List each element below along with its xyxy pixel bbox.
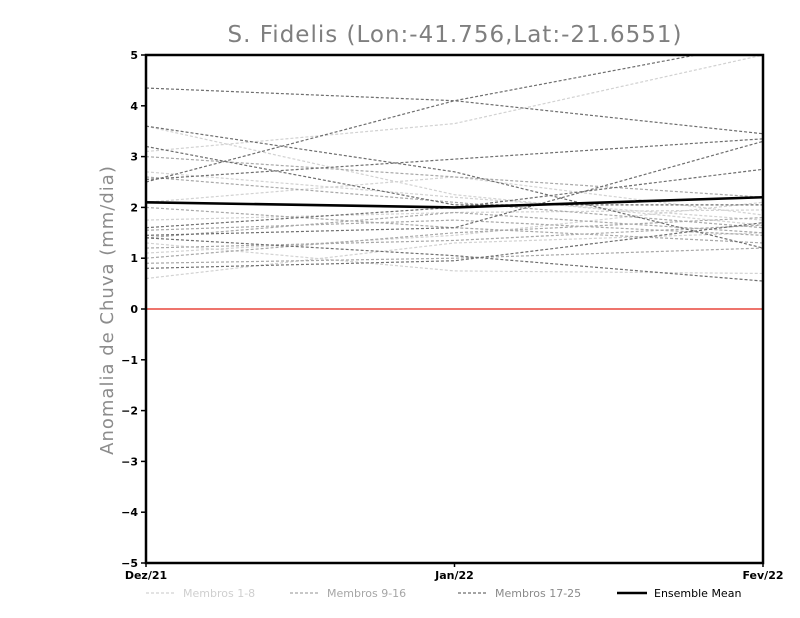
member-line-group-2-4 bbox=[146, 247, 763, 264]
member-line-group-2-7 bbox=[146, 206, 763, 244]
member-line-group-2-6 bbox=[146, 219, 763, 236]
y-tick-label: 4 bbox=[130, 100, 138, 113]
y-tick-label: 1 bbox=[130, 252, 138, 265]
member-line-group-3-5 bbox=[146, 168, 763, 229]
member-line-group-2-3 bbox=[146, 211, 763, 239]
member-line-group-3-1 bbox=[146, 87, 763, 135]
member-line-group-1-4 bbox=[146, 232, 763, 280]
member-line-group-2-2 bbox=[146, 176, 763, 229]
y-tick-label: −2 bbox=[121, 405, 138, 418]
member-line-group-3-2 bbox=[146, 55, 700, 183]
legend-label-members-9-16: Membros 9-16 bbox=[327, 587, 406, 600]
y-tick-label: 0 bbox=[130, 303, 138, 316]
member-line-group-2-1 bbox=[146, 216, 763, 259]
x-tick-label: Dez/21 bbox=[125, 569, 167, 582]
y-tick-label: −3 bbox=[121, 455, 138, 468]
member-line-group-3-3 bbox=[146, 138, 763, 181]
member-line-group-3-9 bbox=[146, 145, 763, 206]
member-line-group-2-8 bbox=[146, 224, 763, 249]
y-tick-label: −5 bbox=[121, 557, 138, 570]
member-line-group-1-7 bbox=[146, 209, 763, 221]
x-tick-label: Jan/22 bbox=[434, 569, 474, 582]
member-line-group-3-7 bbox=[146, 222, 763, 269]
member-line-group-3-6 bbox=[146, 140, 763, 236]
member-line-group-2-5 bbox=[146, 156, 763, 198]
y-tick-label: −4 bbox=[121, 506, 138, 519]
chart-title: S. Fidelis (Lon:-41.756,Lat:-21.6551) bbox=[228, 22, 683, 48]
member-line-group-3-8 bbox=[146, 237, 763, 282]
series-layer bbox=[146, 55, 763, 282]
member-line-group-1-8 bbox=[146, 125, 763, 226]
member-line-group-1-1 bbox=[146, 55, 763, 153]
legend-label-members-1-8: Membros 1-8 bbox=[183, 587, 255, 600]
legend-label-ensemble-mean: Ensemble Mean bbox=[654, 587, 741, 600]
y-tick-label: 2 bbox=[130, 201, 138, 214]
member-line-group-3-4 bbox=[146, 125, 763, 249]
y-axis: −5 −4 −3 −2 −1 0 1 2 3 4 5 bbox=[121, 49, 146, 570]
member-line-group-1-5 bbox=[146, 176, 763, 216]
plot-frame bbox=[144, 53, 765, 565]
y-tick-label: 5 bbox=[130, 49, 138, 62]
ensemble-mean-line bbox=[145, 195, 764, 209]
member-line-group-1-3 bbox=[146, 201, 763, 254]
y-axis-label: Anomalia de Chuva (mm/dia) bbox=[97, 165, 118, 455]
legend-label-members-17-25: Membros 17-25 bbox=[495, 587, 581, 600]
y-tick-label: 3 bbox=[130, 151, 138, 164]
x-tick-label: Fev/22 bbox=[742, 569, 783, 582]
y-tick-label: −1 bbox=[121, 354, 138, 367]
legend: Membros 1-8 Membros 9-16 Membros 17-25 E… bbox=[146, 587, 741, 600]
member-line-group-1-2 bbox=[146, 171, 763, 221]
x-axis: Dez/21 Jan/22 Fev/22 bbox=[125, 563, 784, 582]
